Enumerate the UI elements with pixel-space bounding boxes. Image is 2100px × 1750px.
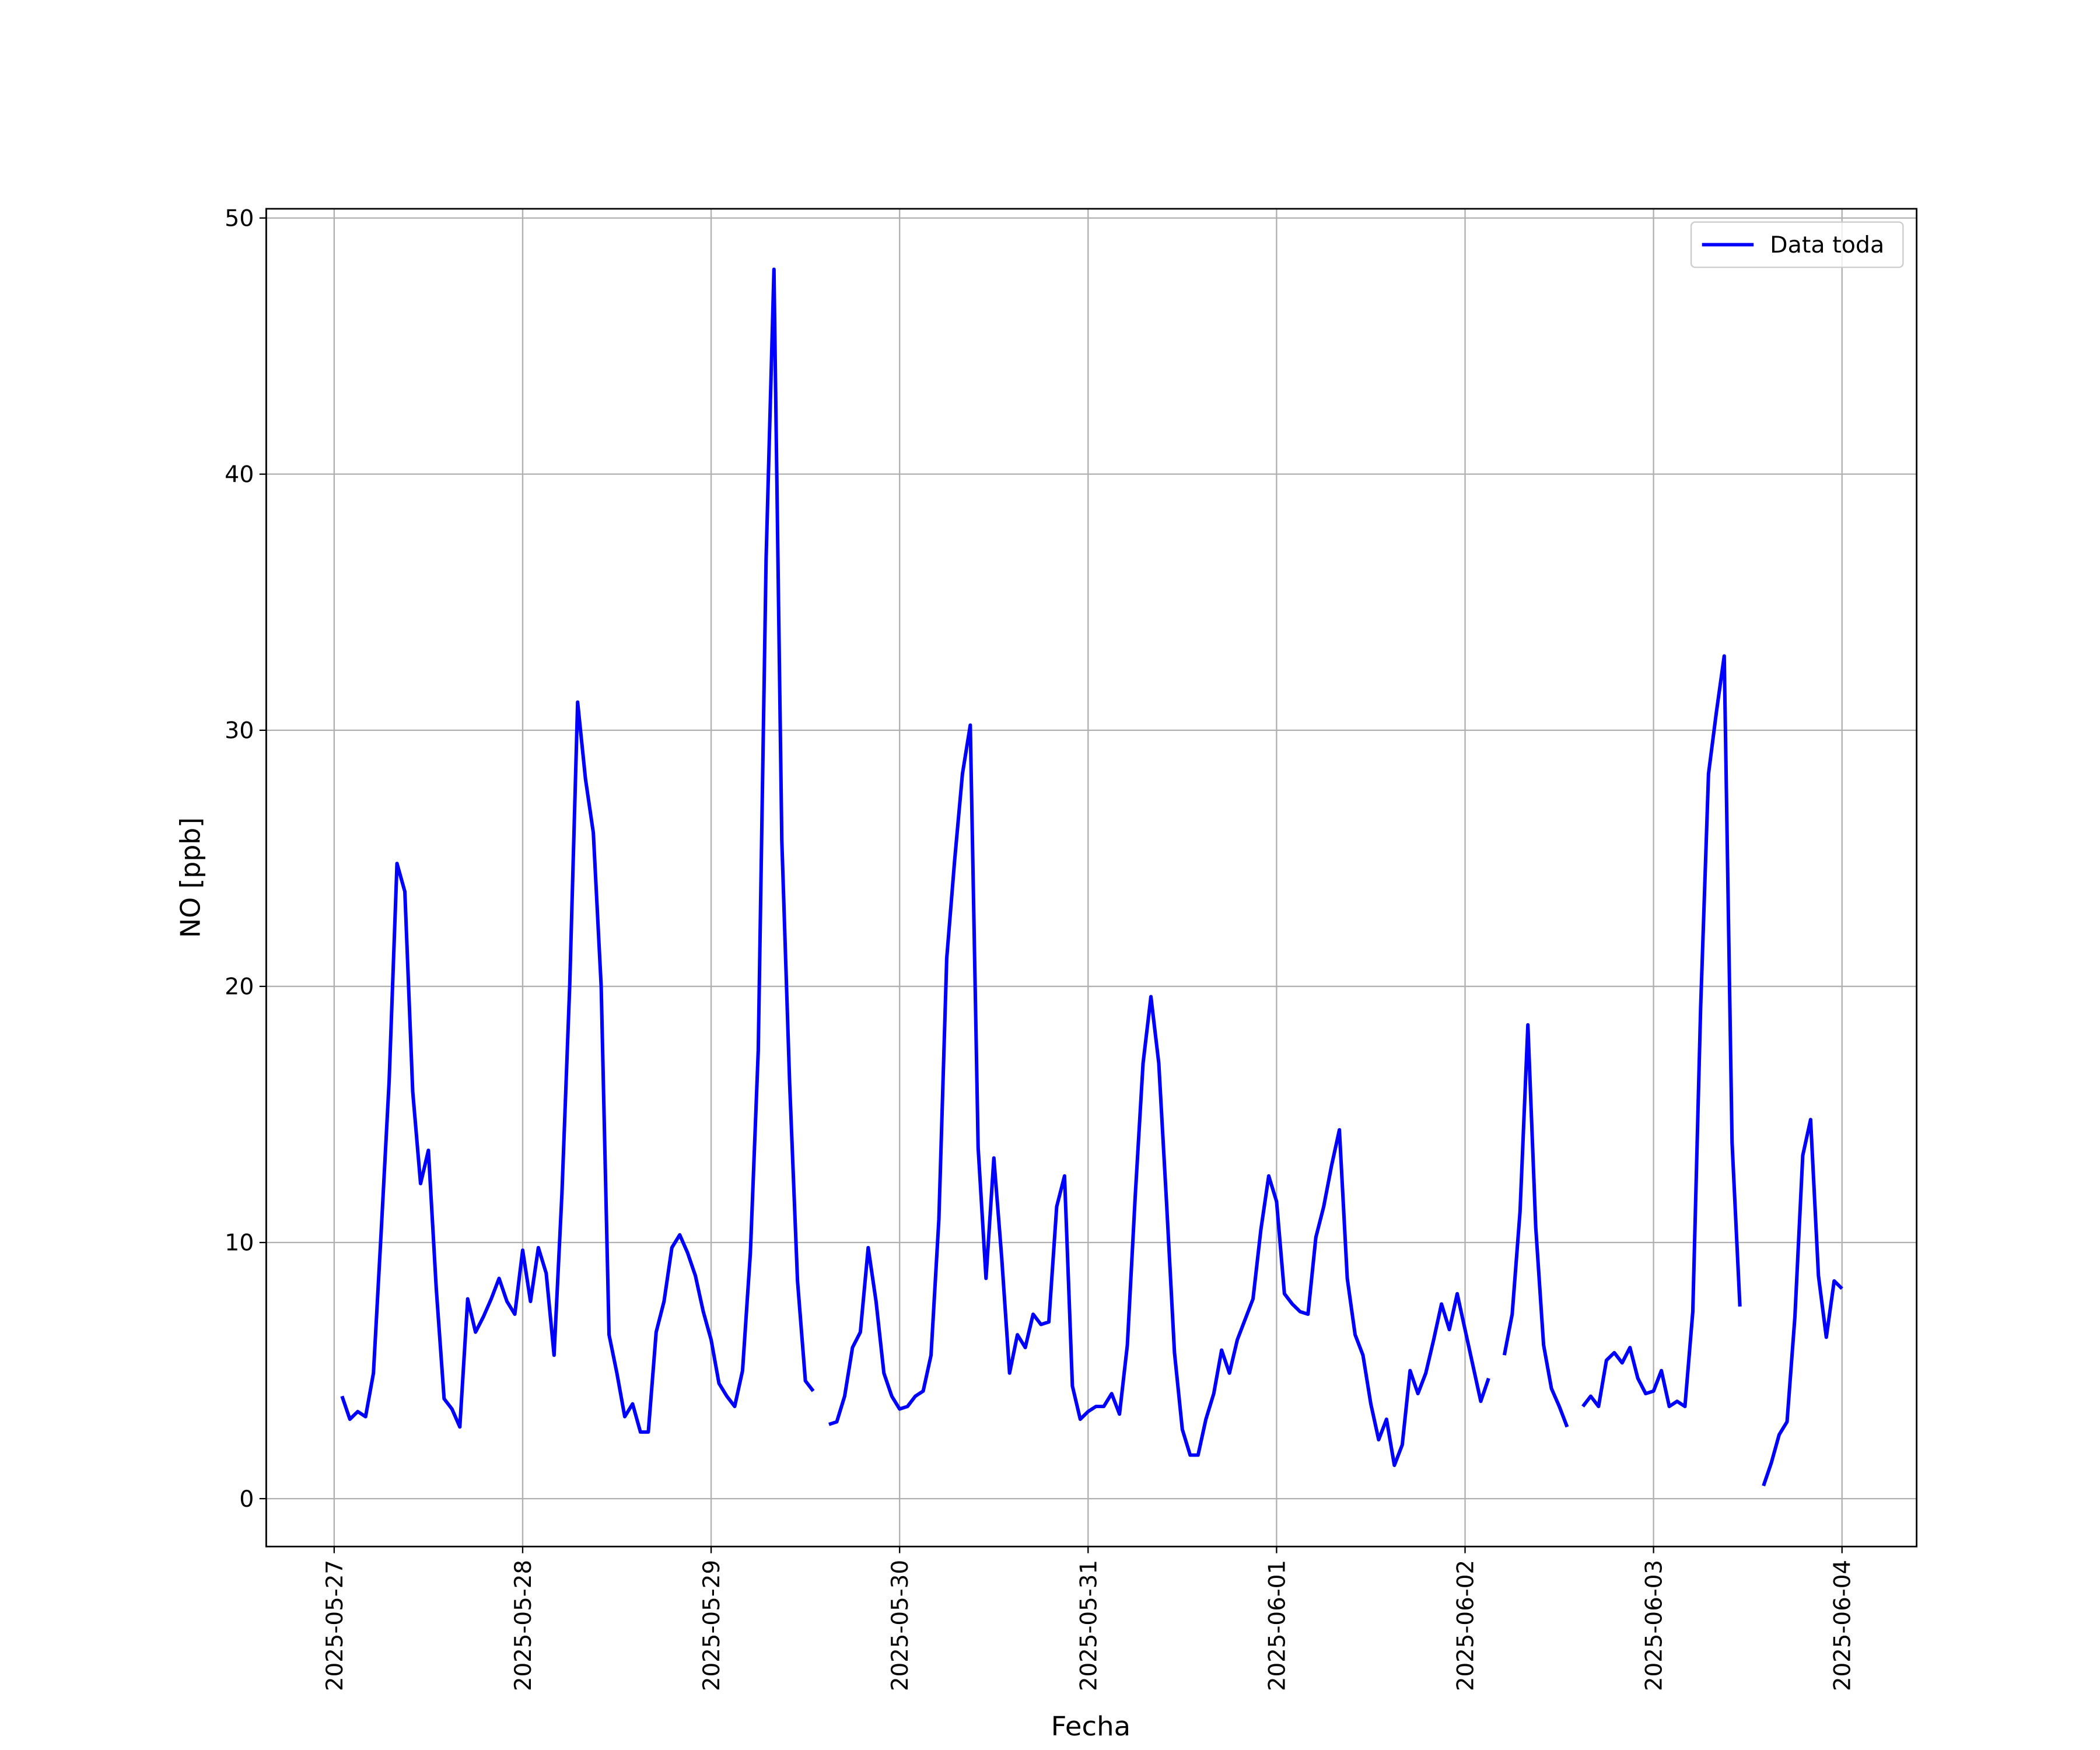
x-tick-label: 2025-05-30: [887, 1560, 914, 1691]
x-tick-label: 2025-06-03: [1641, 1560, 1667, 1691]
y-axis-label: NO [ppb]: [174, 817, 206, 938]
x-tick-label: 2025-06-01: [1264, 1560, 1290, 1691]
y-tick-label: 0: [239, 1486, 254, 1513]
x-tick-label: 2025-05-31: [1076, 1560, 1102, 1691]
x-tick-label: 2025-06-04: [1829, 1560, 1856, 1691]
y-tick-label: 30: [225, 718, 254, 744]
x-axis-label: Fecha: [1051, 1710, 1131, 1741]
data-line: [340, 267, 1843, 1487]
x-tick-label: 2025-05-27: [321, 1560, 348, 1691]
x-tick-label: 2025-06-02: [1452, 1560, 1479, 1691]
legend-box: [1690, 221, 1904, 268]
x-tick-label: 2025-05-28: [510, 1560, 537, 1691]
legend-label: Data toda: [1770, 233, 1884, 259]
y-tick-label: 50: [225, 206, 254, 232]
y-tick-label: 10: [225, 1230, 254, 1256]
y-tick-label: 40: [225, 462, 254, 488]
x-tick-label: 2025-05-29: [699, 1560, 725, 1691]
y-tick-label: 20: [225, 974, 254, 1000]
plot-frame: [265, 208, 1918, 1548]
